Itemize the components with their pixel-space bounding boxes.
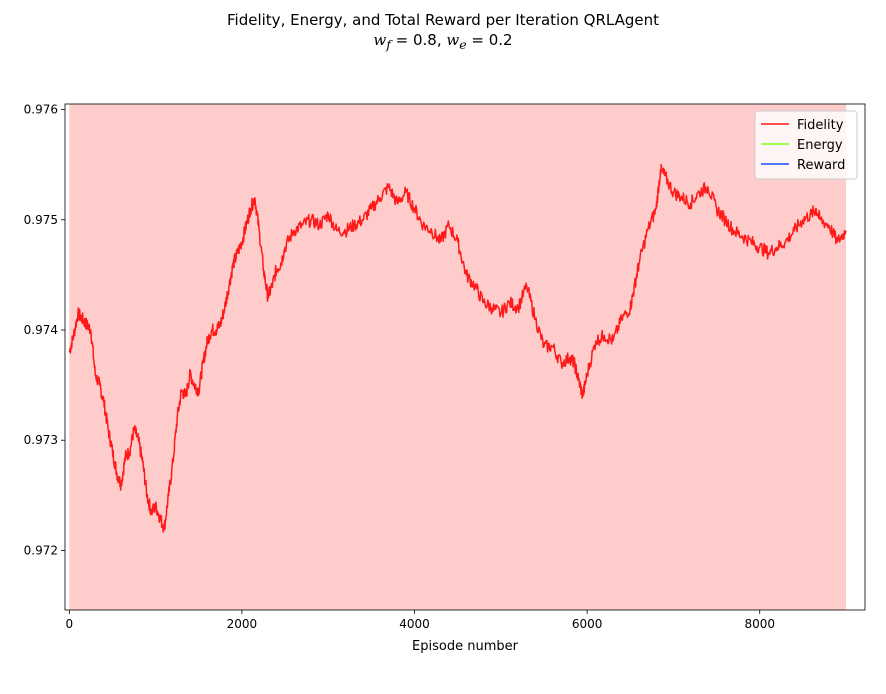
y-tick-label: 0.972	[24, 543, 58, 557]
background-span	[69, 104, 847, 610]
subtitle-w-f-value: = 0.8,	[390, 31, 447, 49]
axes-border	[64, 103, 866, 611]
legend-box	[754, 110, 858, 180]
series-layer	[68, 163, 847, 533]
x-tick-label: 6000	[572, 617, 603, 631]
subtitle-w-e-sub: e	[459, 37, 467, 52]
y-axis-ticks: 0.972 0.973 0.974 0.975 0.976	[24, 103, 65, 557]
y-tick-label: 0.974	[24, 323, 58, 337]
x-tick-label: 0	[65, 617, 73, 631]
chart-title: Fidelity, Energy, and Total Reward per I…	[227, 11, 659, 29]
legend: Fidelity Energy Reward	[754, 110, 858, 180]
chart-subtitle: wf = 0.8, we = 0.2	[0, 31, 886, 54]
subtitle-w-f: w	[373, 31, 387, 49]
x-axis-label: Episode number	[412, 639, 519, 654]
subtitle-w-e-value: = 0.2	[466, 31, 513, 49]
x-axis-ticks: 0 2000 4000 6000 8000	[65, 610, 775, 631]
y-tick-label: 0.973	[24, 433, 58, 447]
subtitle-w-f-sub: f	[386, 37, 391, 52]
subtitle-w-e: w	[446, 31, 460, 49]
x-tick-label: 2000	[227, 617, 258, 631]
legend-label-energy: Energy	[797, 138, 843, 153]
highlight-span	[69, 104, 847, 610]
legend-label-fidelity: Fidelity	[797, 118, 844, 133]
x-tick-label: 8000	[744, 617, 775, 631]
y-tick-label: 0.976	[24, 103, 58, 117]
legend-label-reward: Reward	[797, 158, 845, 173]
y-tick-label: 0.975	[24, 213, 58, 227]
series-line-fidelity	[68, 163, 847, 533]
x-tick-label: 4000	[399, 617, 430, 631]
axes-frame	[64, 103, 866, 611]
